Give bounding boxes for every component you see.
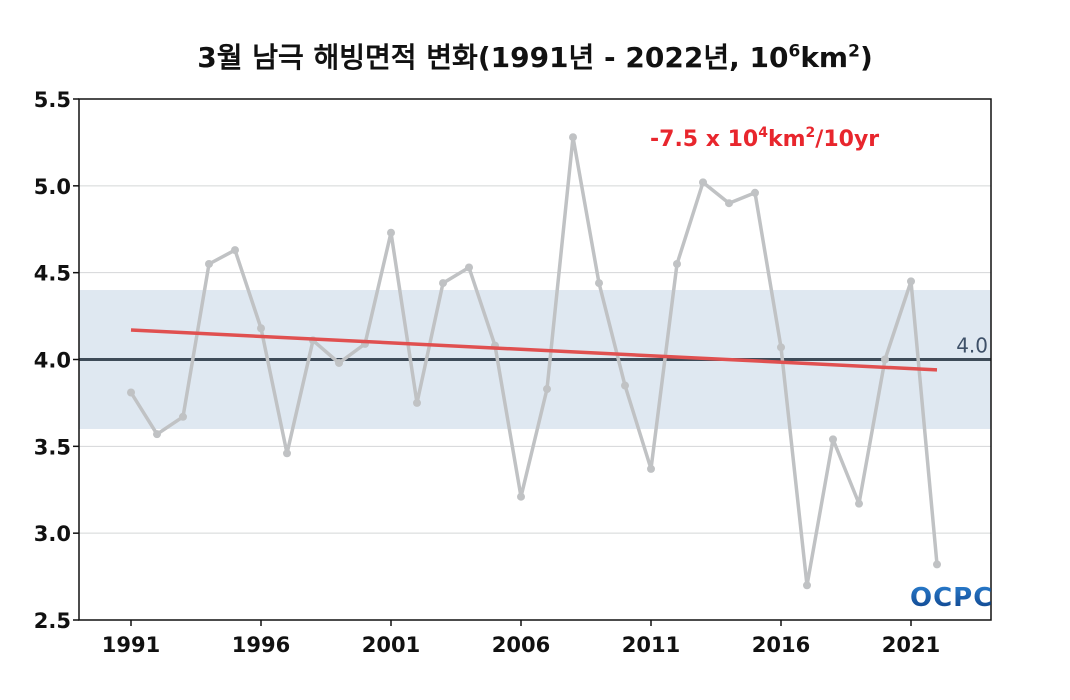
data-point: [777, 343, 785, 352]
tick-label-x: 2016: [752, 633, 810, 657]
data-point: [335, 358, 343, 367]
data-point: [465, 263, 473, 272]
tick-label-x: 1991: [102, 633, 160, 657]
ocpc-logo: OCPC: [910, 583, 993, 613]
trend-label-exponent-4: 4: [758, 125, 768, 141]
data-point: [387, 228, 395, 237]
data-point: [257, 324, 265, 333]
data-point: [725, 199, 733, 208]
chart-title-exponent-6: 6: [788, 41, 801, 62]
chart-title: 3월 남극 해빙면적 변화(1991년 - 2022년, 106km2): [0, 36, 1070, 76]
tick-label-y: 4.0: [34, 349, 71, 373]
data-point: [543, 385, 551, 394]
trend-line: [130, 328, 938, 372]
data-point: [413, 398, 421, 407]
tick-label-x: 2021: [882, 633, 940, 657]
chart-title-unit: km: [800, 41, 849, 74]
data-point: [621, 381, 629, 390]
data-point: [829, 435, 837, 444]
series-layer: [127, 133, 941, 590]
tick-label-x: 2011: [622, 633, 680, 657]
ocpc-logo-text: OCPC: [910, 583, 993, 613]
trend-label: -7.5 x 104km2/10yr: [650, 125, 879, 152]
axis-ticks: 2.5 3.0 3.5 4.0 4.5 5.0 5.5 1991 1996 2001 2006 201…: [34, 88, 940, 657]
data-point: [855, 499, 863, 508]
data-point: [569, 133, 577, 142]
data-point: [205, 259, 213, 268]
chart-title-exponent-2: 2: [848, 41, 860, 62]
tick-label-x: 1996: [232, 633, 290, 657]
reference-line-layer: 4.0: [79, 334, 991, 361]
data-point: [179, 412, 187, 421]
tick-label-y: 3.0: [34, 522, 71, 546]
trend-label-prefix: -7.5 x 10: [650, 127, 758, 152]
series-line: [129, 135, 939, 588]
data-point: [907, 277, 915, 286]
tick-label-y: 2.5: [34, 609, 71, 633]
data-point: [231, 246, 239, 255]
data-point: [699, 178, 707, 187]
data-point: [881, 355, 889, 364]
data-point: [647, 464, 655, 473]
data-point: [153, 430, 161, 439]
trend-layer: [130, 328, 938, 372]
tick-label-y: 5.5: [34, 88, 71, 112]
data-point: [127, 388, 135, 397]
data-point: [673, 259, 681, 268]
trend-label-exponent-2: 2: [806, 125, 816, 141]
tick-label-y: 4.5: [34, 262, 71, 286]
tick-label-y: 5.0: [34, 175, 71, 199]
trend-label-suffix: /10yr: [815, 127, 879, 152]
chart-title-suffix: ): [859, 41, 873, 74]
data-point: [803, 581, 811, 590]
tick-label-x: 2006: [492, 633, 550, 657]
reference-line-label: 4.0: [956, 334, 988, 358]
chart-title-prefix: 3월 남극 해빙면적 변화(1991년 - 2022년, 10: [197, 41, 789, 74]
data-point: [439, 279, 447, 288]
data-point: [933, 560, 941, 569]
tick-label-y: 3.5: [34, 435, 71, 459]
data-point: [283, 449, 291, 458]
data-point: [517, 492, 525, 501]
data-point: [751, 188, 759, 197]
trend-label-unit: km: [768, 127, 806, 152]
data-point: [595, 279, 603, 288]
tick-label-x: 2001: [362, 633, 420, 657]
